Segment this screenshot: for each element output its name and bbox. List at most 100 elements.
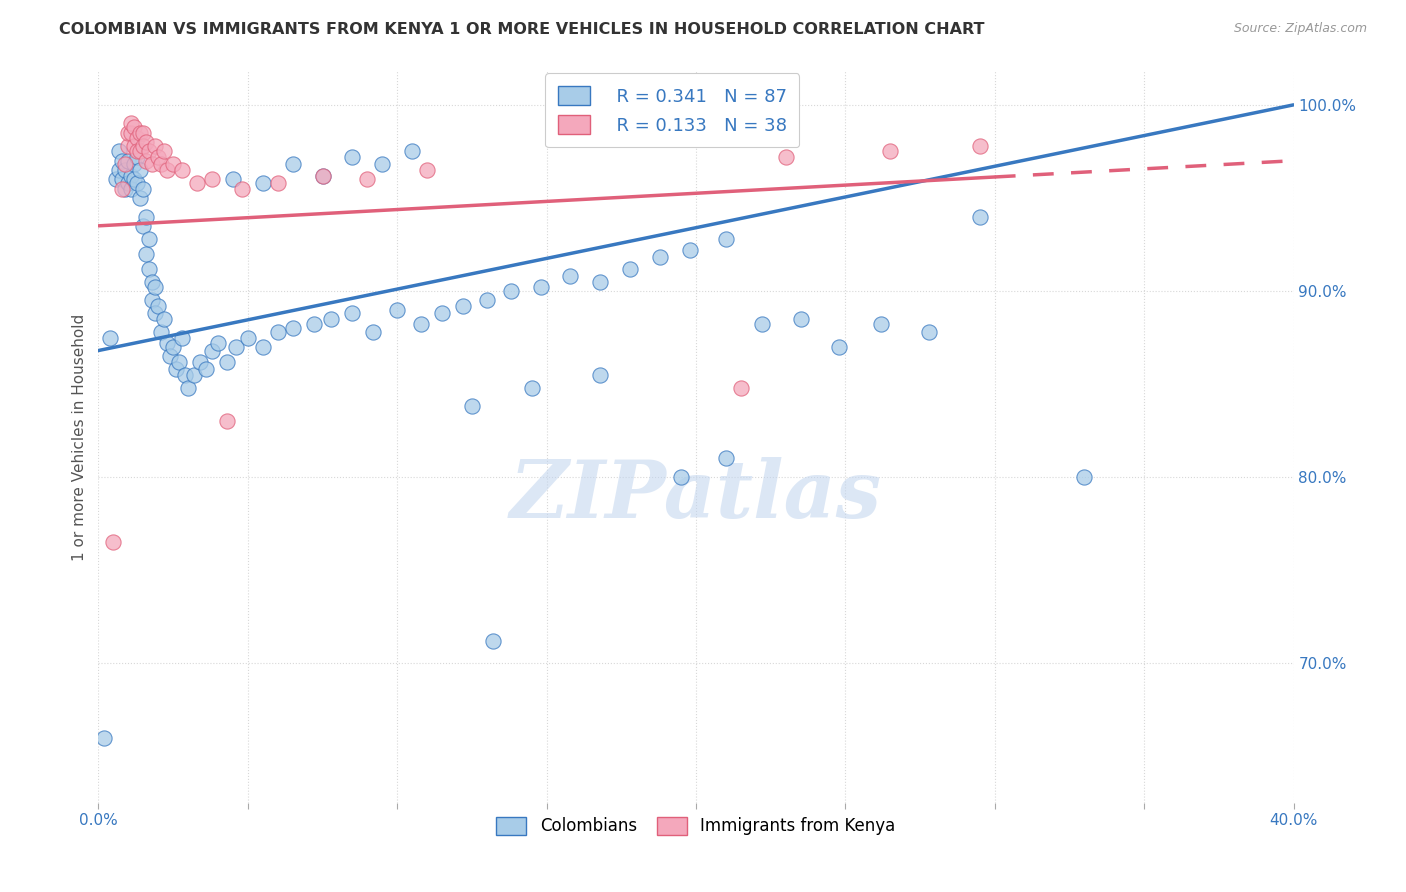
Point: [530, 280, 553, 294]
Point: [177, 381, 200, 395]
Point: [148, 299, 170, 313]
Point: [111, 153, 134, 168]
Point: [117, 126, 139, 140]
Legend: Colombians, Immigrants from Kenya: Colombians, Immigrants from Kenya: [489, 810, 903, 842]
Point: [141, 293, 163, 308]
Point: [231, 181, 253, 195]
Point: [311, 169, 333, 183]
Point: [870, 318, 893, 332]
Point: [918, 325, 941, 339]
Point: [356, 172, 378, 186]
Point: [127, 150, 149, 164]
Point: [98, 330, 122, 344]
Point: [124, 120, 146, 135]
Point: [416, 163, 439, 178]
Point: [1073, 470, 1095, 484]
Point: [120, 169, 142, 183]
Point: [108, 145, 131, 159]
Point: [132, 126, 155, 140]
Point: [153, 145, 176, 159]
Point: [186, 176, 208, 190]
Point: [138, 145, 160, 159]
Point: [669, 470, 692, 484]
Point: [135, 210, 157, 224]
Point: [150, 157, 173, 171]
Point: [148, 150, 170, 164]
Point: [679, 243, 702, 257]
Point: [451, 299, 474, 313]
Point: [215, 354, 238, 368]
Point: [117, 176, 139, 190]
Point: [520, 381, 543, 395]
Point: [215, 414, 238, 428]
Point: [162, 157, 184, 171]
Point: [150, 325, 173, 339]
Point: [129, 163, 152, 178]
Point: [156, 336, 179, 351]
Point: [167, 354, 190, 368]
Y-axis label: 1 or more Vehicles in Household: 1 or more Vehicles in Household: [72, 313, 87, 561]
Point: [619, 261, 641, 276]
Point: [117, 138, 139, 153]
Point: [138, 261, 160, 276]
Point: [311, 169, 333, 183]
Point: [201, 172, 224, 186]
Point: [267, 176, 290, 190]
Point: [174, 368, 197, 382]
Point: [461, 400, 484, 414]
Point: [201, 343, 224, 358]
Point: [342, 150, 364, 164]
Point: [111, 181, 134, 195]
Point: [281, 321, 304, 335]
Point: [120, 181, 142, 195]
Point: [969, 210, 991, 224]
Point: [105, 172, 128, 186]
Point: [120, 116, 142, 130]
Point: [195, 362, 218, 376]
Point: [127, 176, 149, 190]
Point: [789, 312, 811, 326]
Point: [143, 138, 166, 153]
Point: [127, 145, 149, 159]
Point: [127, 131, 149, 145]
Point: [775, 150, 797, 164]
Point: [589, 275, 612, 289]
Point: [93, 731, 115, 745]
Point: [342, 306, 364, 320]
Point: [589, 368, 612, 382]
Point: [281, 157, 304, 171]
Point: [162, 340, 184, 354]
Text: COLOMBIAN VS IMMIGRANTS FROM KENYA 1 OR MORE VEHICLES IN HOUSEHOLD CORRELATION C: COLOMBIAN VS IMMIGRANTS FROM KENYA 1 OR …: [59, 22, 984, 37]
Point: [302, 318, 325, 332]
Point: [363, 325, 385, 339]
Point: [143, 280, 166, 294]
Point: [108, 163, 131, 178]
Point: [236, 330, 259, 344]
Point: [751, 318, 773, 332]
Point: [114, 157, 136, 171]
Point: [143, 306, 166, 320]
Point: [114, 163, 136, 178]
Point: [371, 157, 394, 171]
Point: [475, 293, 498, 308]
Point: [124, 138, 146, 153]
Point: [188, 354, 211, 368]
Point: [132, 138, 155, 153]
Point: [124, 172, 146, 186]
Point: [135, 153, 157, 168]
Point: [828, 340, 851, 354]
Point: [111, 172, 134, 186]
Point: [499, 284, 522, 298]
Point: [159, 349, 181, 363]
Point: [103, 535, 125, 549]
Point: [482, 633, 505, 648]
Point: [124, 157, 146, 171]
Point: [141, 275, 163, 289]
Point: [650, 251, 672, 265]
Point: [132, 219, 155, 233]
Point: [207, 336, 229, 351]
Point: [141, 157, 163, 171]
Point: [183, 368, 205, 382]
Point: [172, 330, 194, 344]
Text: Source: ZipAtlas.com: Source: ZipAtlas.com: [1233, 22, 1367, 36]
